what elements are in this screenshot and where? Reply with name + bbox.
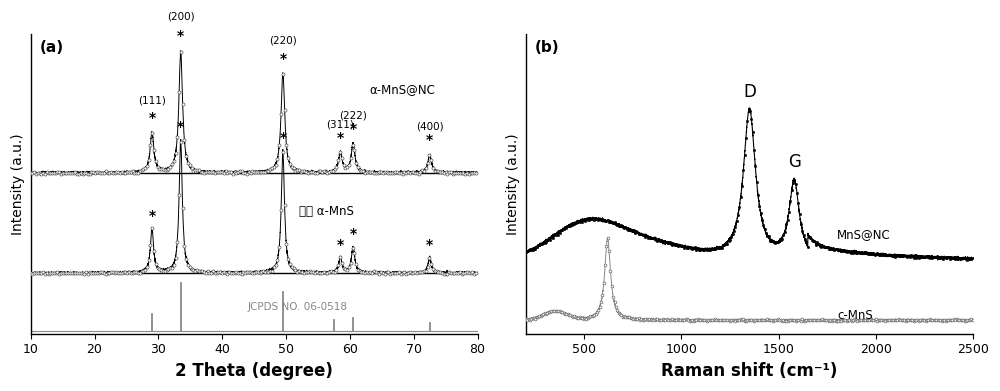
Text: JCPDS NO. 06-0518: JCPDS NO. 06-0518 xyxy=(248,302,348,312)
Text: MnS@NC: MnS@NC xyxy=(837,228,891,241)
Text: *: * xyxy=(337,131,344,145)
Text: (220): (220) xyxy=(269,36,297,46)
Text: (222): (222) xyxy=(339,111,367,121)
Text: (311): (311) xyxy=(326,120,354,130)
Text: *: * xyxy=(279,52,286,66)
Y-axis label: Intensity (a.u.): Intensity (a.u.) xyxy=(506,133,520,235)
Text: 商业 α-MnS: 商业 α-MnS xyxy=(299,205,354,218)
X-axis label: Raman shift (cm⁻¹): Raman shift (cm⁻¹) xyxy=(661,362,838,380)
Text: *: * xyxy=(337,238,344,252)
Text: *: * xyxy=(426,133,433,147)
Text: *: * xyxy=(148,209,156,223)
Text: *: * xyxy=(177,120,184,134)
Text: α-MnS@NC: α-MnS@NC xyxy=(369,83,435,97)
Text: (111): (111) xyxy=(138,95,166,106)
Text: D: D xyxy=(743,83,756,101)
Text: *: * xyxy=(426,238,433,252)
Text: (a): (a) xyxy=(40,41,64,56)
Text: c-MnS: c-MnS xyxy=(837,309,873,322)
Text: *: * xyxy=(350,122,357,136)
Text: *: * xyxy=(177,29,184,43)
Text: *: * xyxy=(279,131,286,145)
Text: G: G xyxy=(788,153,801,171)
Text: *: * xyxy=(148,111,156,126)
Text: (200): (200) xyxy=(167,11,195,21)
Text: *: * xyxy=(350,226,357,240)
Y-axis label: Intensity (a.u.): Intensity (a.u.) xyxy=(11,133,25,235)
X-axis label: 2 Theta (degree): 2 Theta (degree) xyxy=(175,362,333,380)
Text: (b): (b) xyxy=(535,41,560,56)
Text: (400): (400) xyxy=(416,122,444,132)
